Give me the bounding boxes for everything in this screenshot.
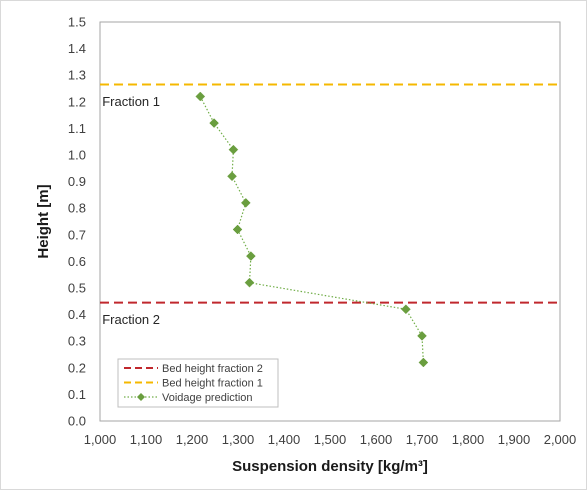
y-tick-label: 0.9 bbox=[68, 174, 86, 189]
y-tick-label: 1.4 bbox=[68, 41, 86, 56]
data-point-marker bbox=[209, 118, 219, 128]
legend-marker bbox=[137, 393, 145, 401]
y-tick-label: 0.4 bbox=[68, 307, 86, 322]
x-tick-label: 1,300 bbox=[222, 432, 255, 447]
y-tick-label: 0.7 bbox=[68, 227, 86, 242]
y-tick-label: 1.0 bbox=[68, 148, 86, 163]
data-point-marker bbox=[228, 144, 239, 155]
legend: Bed height fraction 2 Bed height fraction… bbox=[117, 358, 279, 408]
data-point-marker bbox=[417, 331, 427, 341]
y-tick-label: 0.6 bbox=[68, 254, 86, 269]
x-tick-label: 1,100 bbox=[130, 432, 163, 447]
data-point-marker bbox=[195, 91, 206, 102]
x-tick-label: 1,700 bbox=[406, 432, 439, 447]
x-axis-title: Suspension density [kg/m³] bbox=[232, 458, 428, 475]
x-tick-label: 1,200 bbox=[176, 432, 209, 447]
legend-label: Bed height fraction 1 bbox=[162, 378, 263, 390]
legend-label: Bed height fraction 2 bbox=[162, 363, 263, 375]
y-axis-ticks: 0.0 0.1 0.2 0.3 0.4 0.5 0.6 0.7 0.8 0.9 1.0 1.1 1.2 1… bbox=[68, 15, 86, 429]
x-tick-label: 1,500 bbox=[314, 432, 347, 447]
fraction-label: Fraction 1 bbox=[102, 94, 160, 109]
y-tick-label: 1.2 bbox=[68, 94, 86, 109]
y-tick-label: 0.0 bbox=[68, 414, 86, 429]
data-point-marker bbox=[246, 251, 256, 261]
fraction-label: Fraction 2 bbox=[102, 312, 160, 327]
annotations: Fraction 1 Fraction 2 bbox=[102, 94, 160, 327]
y-tick-label: 0.5 bbox=[68, 281, 86, 296]
data-point-marker bbox=[240, 198, 251, 208]
data-point-marker bbox=[401, 304, 411, 315]
x-tick-label: 2,000 bbox=[544, 432, 577, 447]
y-axis-title: Height [m] bbox=[35, 184, 52, 258]
y-tick-label: 0.8 bbox=[68, 201, 86, 216]
x-tick-label: 1,000 bbox=[84, 432, 117, 447]
bed-height-lines bbox=[100, 83, 560, 304]
y-tick-label: 0.3 bbox=[68, 334, 86, 349]
plot-area-frame bbox=[99, 21, 561, 422]
y-tick-label: 1.5 bbox=[68, 15, 86, 30]
y-tick-label: 1.3 bbox=[68, 68, 86, 83]
y-tick-label: 0.2 bbox=[68, 360, 86, 375]
data-point-marker bbox=[244, 277, 255, 288]
data-point-marker bbox=[418, 357, 429, 368]
x-tick-label: 1,900 bbox=[498, 432, 531, 447]
data-point-marker bbox=[232, 224, 243, 235]
legend-box bbox=[117, 358, 279, 408]
x-tick-label: 1,600 bbox=[360, 432, 393, 447]
x-tick-label: 1,800 bbox=[452, 432, 485, 447]
y-tick-label: 1.1 bbox=[68, 121, 86, 136]
legend-label: Voidage prediction bbox=[162, 392, 253, 404]
x-axis-ticks: 1,000 1,100 1,200 1,300 1,400 1,500 1,600 1,700… bbox=[84, 432, 577, 447]
data-point-marker bbox=[227, 171, 237, 182]
voidage-series bbox=[195, 91, 429, 368]
y-tick-label: 0.1 bbox=[68, 387, 86, 402]
x-tick-label: 1,400 bbox=[268, 432, 301, 447]
